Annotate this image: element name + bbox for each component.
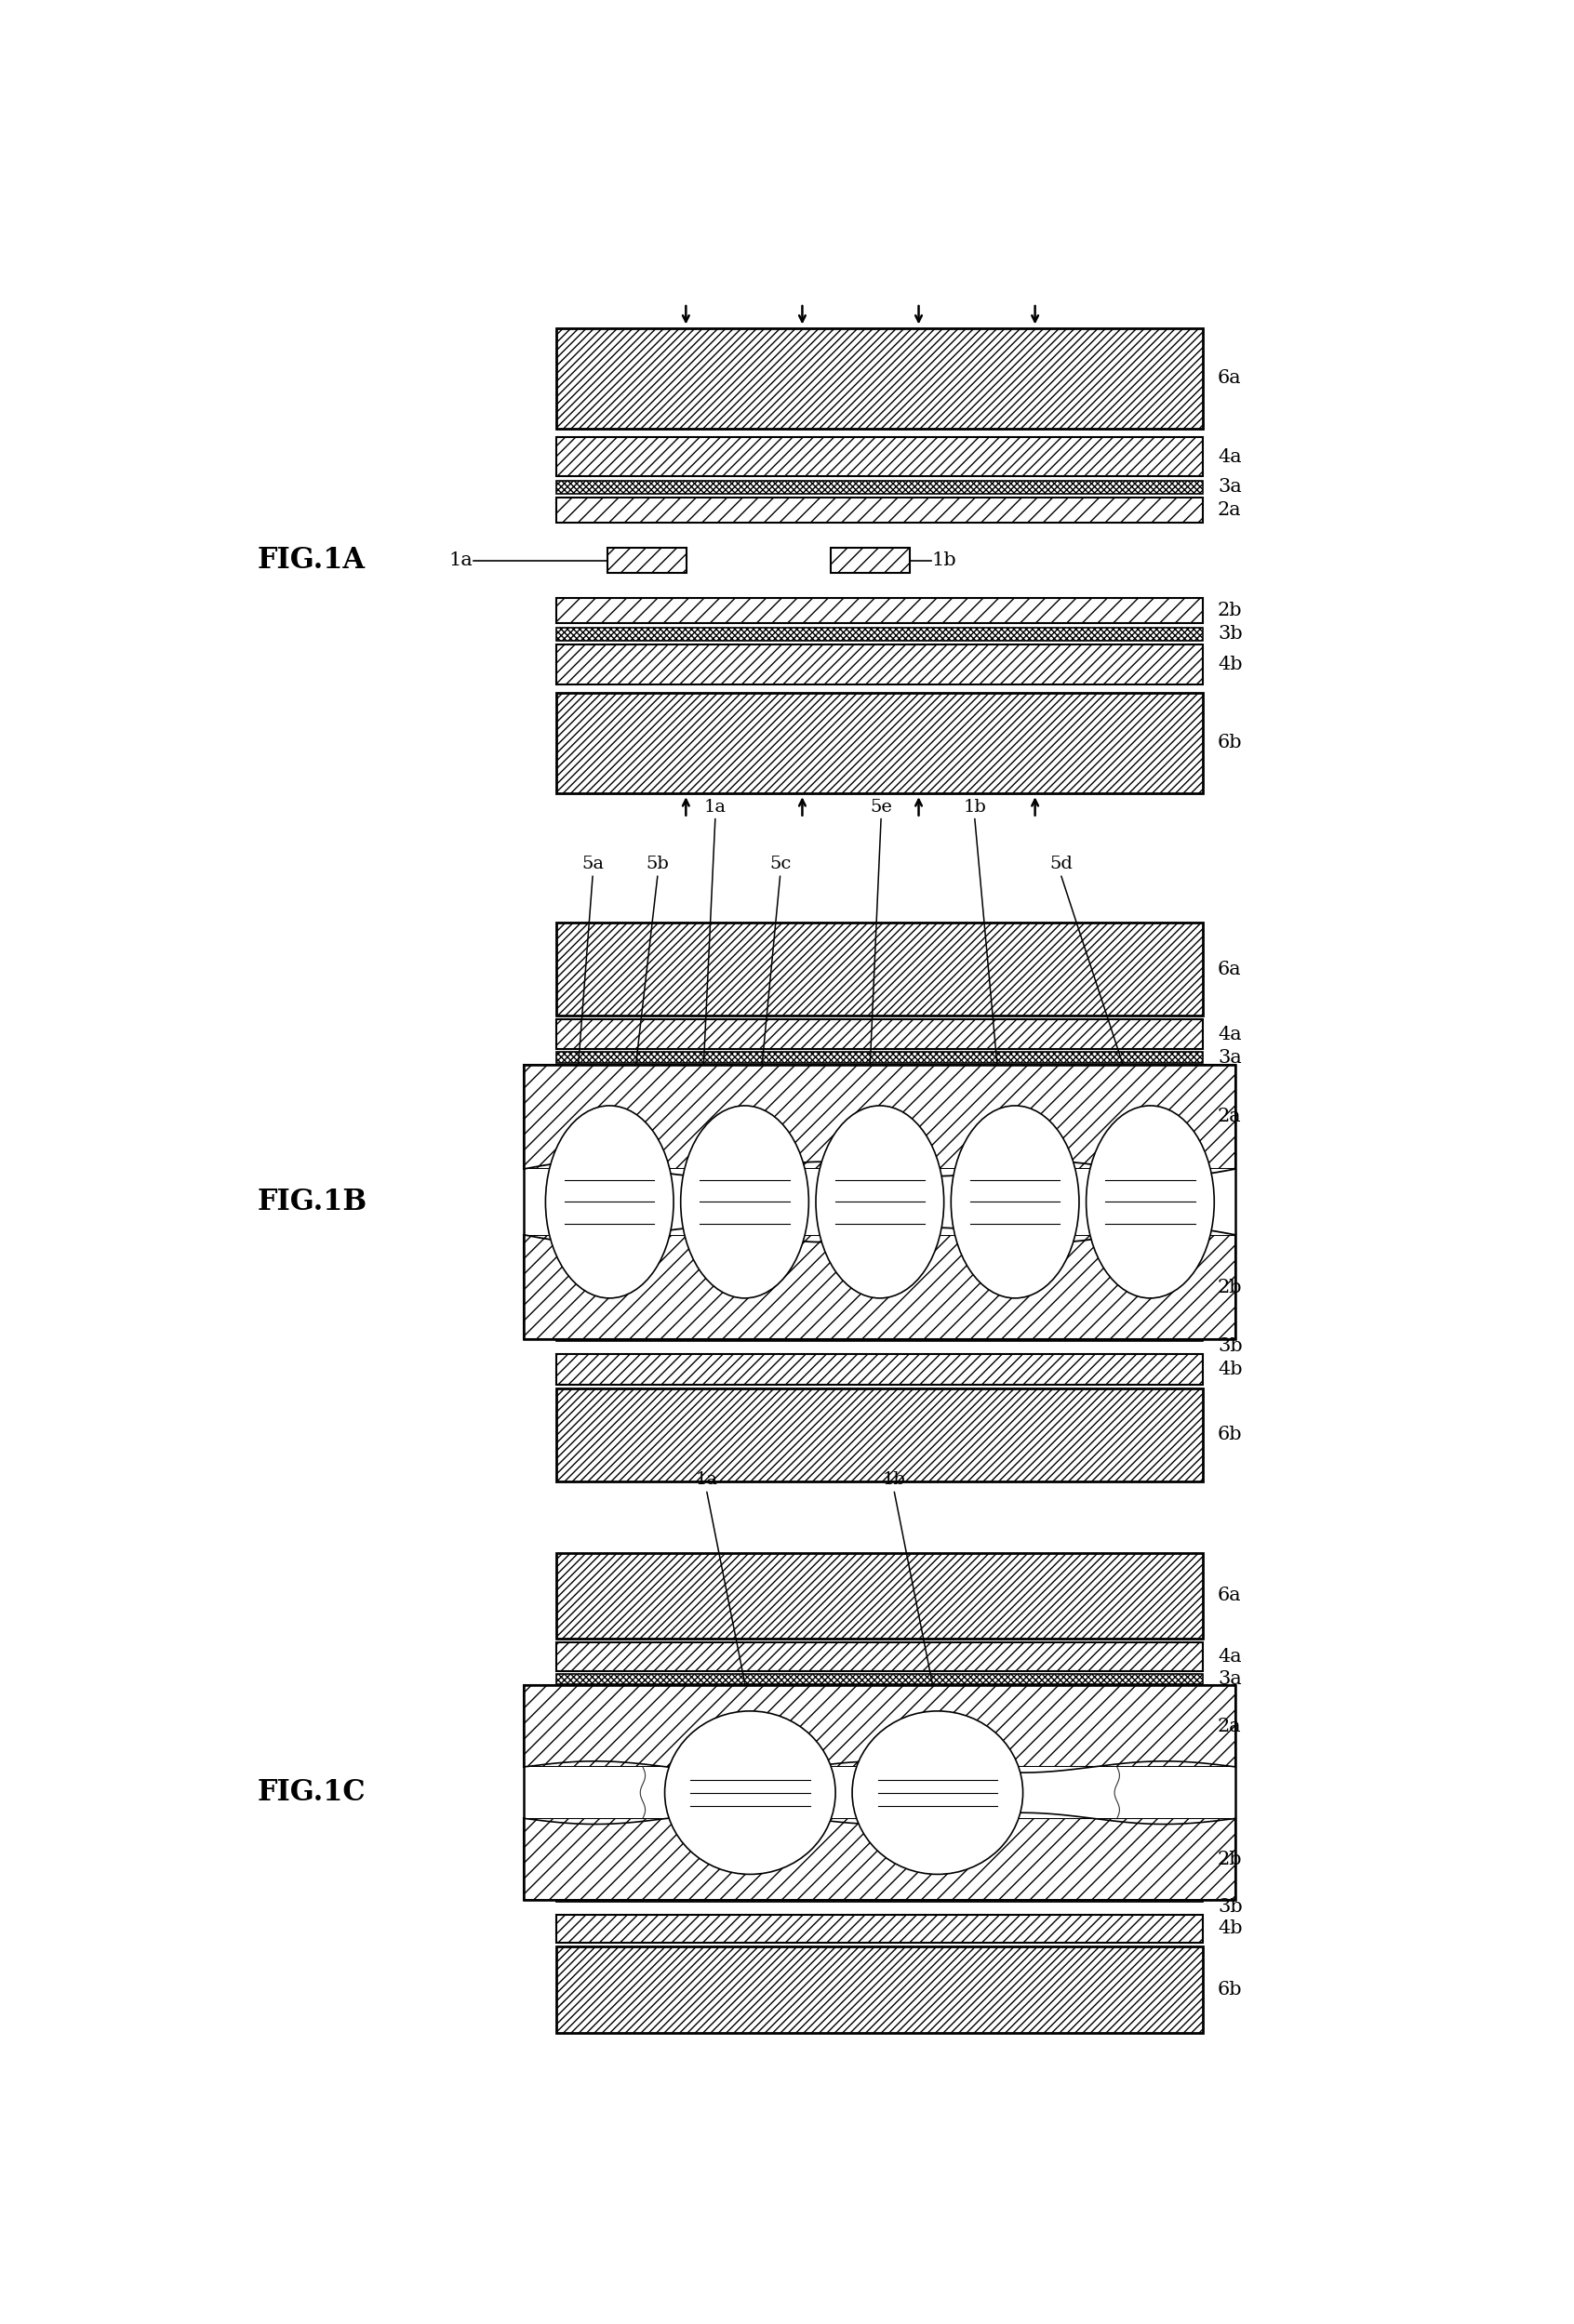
Bar (557, 328, 1203, 428)
Text: 6a: 6a (1218, 960, 1242, 978)
Text: 2a: 2a (1218, 502, 1242, 518)
Bar (524, 1064, 1236, 1339)
Text: 3b: 3b (1218, 1336, 1242, 1355)
Bar (524, 1817, 1236, 1901)
Text: 6b: 6b (1218, 1980, 1242, 1999)
Text: 4a: 4a (1218, 1648, 1242, 1666)
Text: 5c: 5c (770, 855, 792, 872)
Bar (557, 1552, 1203, 1638)
Text: 4a: 4a (1218, 1025, 1242, 1043)
Bar (557, 1355, 1203, 1385)
Text: 3a: 3a (1218, 1671, 1242, 1687)
Text: 6a: 6a (1218, 1587, 1242, 1604)
Bar (557, 1915, 1203, 1943)
Bar (557, 597, 1203, 623)
Bar (557, 1387, 1203, 1480)
Text: 1b: 1b (883, 1471, 907, 1487)
Text: 2a: 2a (1218, 1109, 1242, 1125)
Bar (557, 627, 1203, 641)
Text: 5d: 5d (1050, 855, 1073, 872)
Text: 4b: 4b (1218, 655, 1242, 674)
Bar (524, 1169, 1236, 1234)
Bar (557, 1948, 1203, 2034)
Text: 6b: 6b (1218, 1427, 1242, 1443)
Text: 3a: 3a (1218, 1048, 1242, 1067)
Text: 5e: 5e (870, 799, 892, 816)
Ellipse shape (546, 1106, 674, 1299)
Text: 6b: 6b (1218, 734, 1242, 751)
Text: 2b: 2b (1218, 1850, 1242, 1868)
Bar (524, 1064, 1236, 1169)
Ellipse shape (680, 1106, 809, 1299)
Text: 6a: 6a (1218, 370, 1242, 388)
Bar (524, 1685, 1236, 1901)
Bar (557, 1643, 1203, 1671)
Text: 2b: 2b (1218, 1278, 1242, 1297)
Ellipse shape (1086, 1106, 1214, 1299)
Bar (557, 1053, 1203, 1062)
Bar (557, 644, 1203, 683)
Bar (557, 481, 1203, 493)
Text: 4a: 4a (1218, 449, 1242, 465)
Ellipse shape (815, 1106, 944, 1299)
Bar (557, 923, 1203, 1016)
Bar (557, 497, 1203, 523)
Text: 5a: 5a (581, 855, 604, 872)
Text: 4b: 4b (1218, 1920, 1242, 1938)
Text: 1a: 1a (449, 551, 472, 569)
Text: 1a: 1a (704, 799, 726, 816)
Text: 4b: 4b (1218, 1360, 1242, 1378)
Text: 2b: 2b (1218, 602, 1242, 621)
Bar (557, 437, 1203, 476)
Bar (557, 1329, 1203, 1341)
Bar (557, 1673, 1203, 1685)
Text: 3b: 3b (1218, 1899, 1242, 1915)
Bar (524, 1685, 1236, 1901)
Ellipse shape (664, 1710, 836, 1873)
Text: 3a: 3a (1218, 479, 1242, 495)
Bar (608, 548, 686, 574)
Bar (524, 1685, 1236, 1766)
Text: FIG.1C: FIG.1C (258, 1778, 367, 1808)
Bar (557, 1020, 1203, 1050)
Text: 1b: 1b (932, 551, 957, 569)
Bar (524, 1766, 1236, 1817)
Bar (524, 1234, 1236, 1339)
Text: 2a: 2a (1218, 1717, 1242, 1736)
Text: 1a: 1a (696, 1471, 718, 1487)
Text: FIG.1A: FIG.1A (258, 546, 365, 574)
Bar (831, 548, 910, 574)
Text: 3b: 3b (1218, 625, 1242, 644)
Bar (524, 1064, 1236, 1339)
Bar (557, 693, 1203, 792)
Text: FIG.1B: FIG.1B (258, 1188, 368, 1215)
Text: 5b: 5b (645, 855, 669, 872)
Bar (557, 1892, 1203, 1901)
Text: 1b: 1b (963, 799, 987, 816)
Ellipse shape (951, 1106, 1080, 1299)
Ellipse shape (852, 1710, 1023, 1873)
